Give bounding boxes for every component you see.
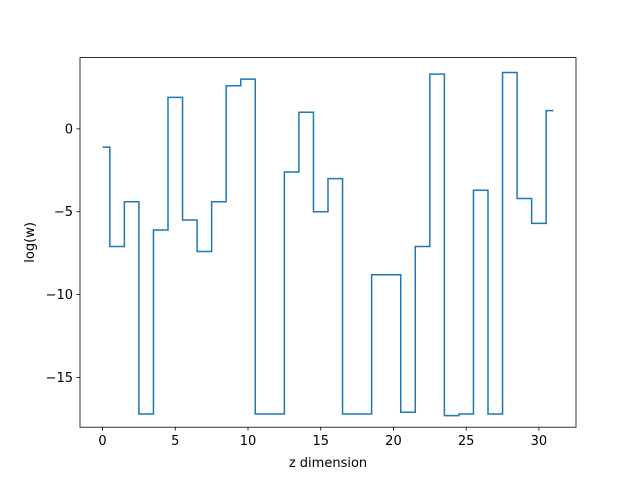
x-tick-label: 20 bbox=[385, 434, 402, 449]
x-tick-label: 15 bbox=[312, 434, 329, 449]
x-axis-label: z dimension bbox=[289, 456, 367, 471]
y-tick-label: −5 bbox=[54, 205, 73, 220]
x-tick-label: 0 bbox=[98, 434, 106, 449]
x-tick-label: 25 bbox=[458, 434, 475, 449]
y-axis-label: log(w) bbox=[23, 222, 38, 263]
y-axis-ticks: −15 −10 −5 0 bbox=[46, 122, 80, 386]
x-tick-label: 5 bbox=[171, 434, 179, 449]
x-axis-ticks: 0 5 10 15 20 25 30 bbox=[98, 427, 547, 449]
series-line-0 bbox=[102, 71, 554, 417]
plot-lines bbox=[102, 71, 554, 417]
x-tick-label: 10 bbox=[240, 434, 257, 449]
y-tick-label: −15 bbox=[46, 371, 73, 386]
x-tick-label: 30 bbox=[531, 434, 548, 449]
y-tick-label: 0 bbox=[65, 122, 73, 137]
y-tick-label: −10 bbox=[46, 288, 73, 303]
axes-frame bbox=[79, 57, 577, 428]
